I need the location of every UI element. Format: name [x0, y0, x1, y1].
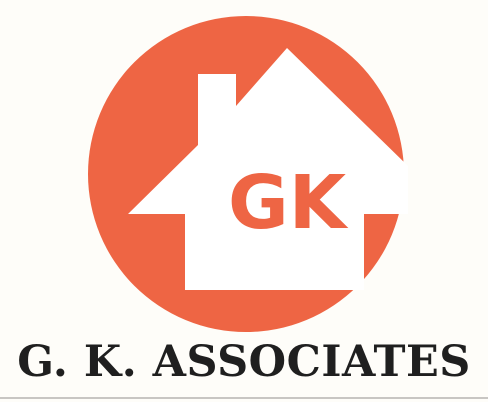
house-shape	[128, 48, 408, 290]
gk-monogram: GK	[228, 160, 349, 246]
company-name: G. K. ASSOCIATES	[17, 337, 471, 387]
bottom-divider	[0, 397, 488, 399]
